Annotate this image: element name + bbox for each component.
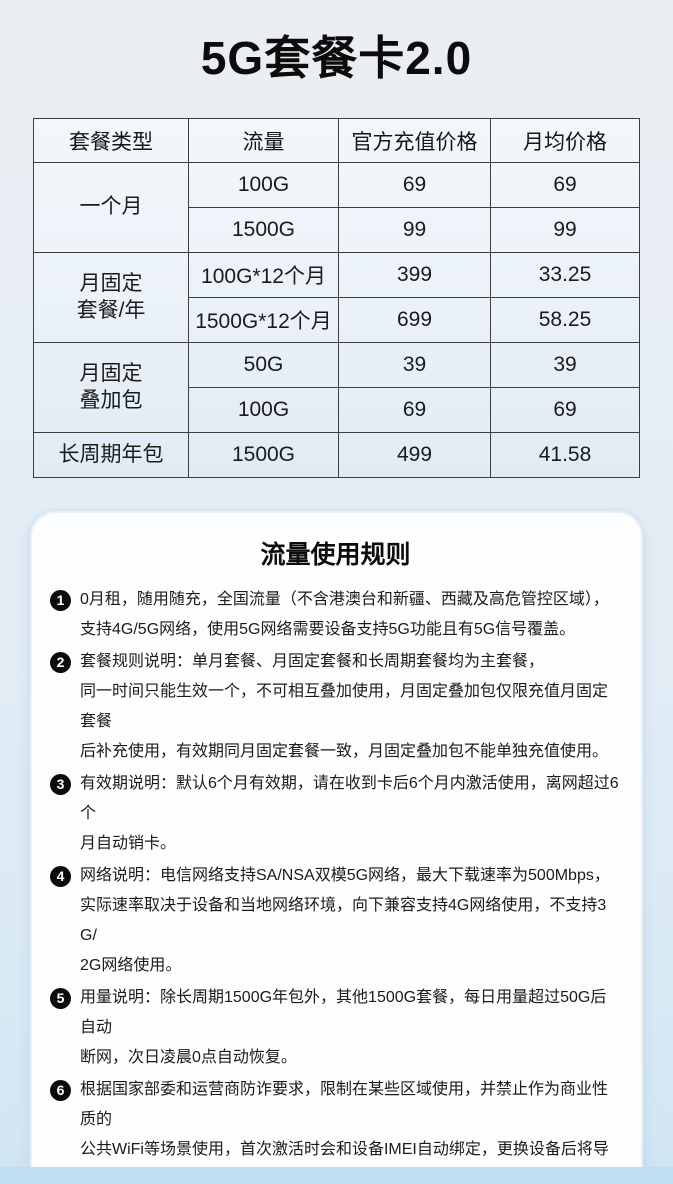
- rule-item: 6 根据国家部委和运营商防诈要求，限制在某些区域使用，并禁止作为商业性质的 公共…: [50, 1075, 621, 1184]
- official-price-cell: 499: [338, 432, 491, 478]
- rule-number-badge: 4: [50, 866, 71, 887]
- page-title: 5G套餐卡2.0: [200, 32, 473, 84]
- plan-type-line: 月固定: [79, 362, 143, 386]
- avg-price-cell: 39: [490, 342, 640, 388]
- data-amount-cell: 100G*12个月: [188, 252, 339, 298]
- data-amount-cell: 100G: [188, 162, 339, 208]
- rule-number-badge: 6: [50, 1080, 71, 1101]
- official-price-cell: 39: [338, 342, 491, 388]
- rule-item: 4 网络说明：电信网络支持SA/NSA双模5G网络，最大下载速率为500Mbps…: [50, 861, 621, 981]
- col-header-data: 流量: [188, 118, 339, 163]
- avg-price-cell: 58.25: [490, 297, 640, 343]
- data-amount-cell: 1500G: [188, 207, 339, 253]
- rule-text: 0月租，随用随充，全国流量（不含港澳台和新疆、西藏及高危管控区域）， 支持4G/…: [80, 591, 609, 638]
- avg-price-cell: 41.58: [490, 432, 640, 478]
- rule-number-badge: 5: [50, 988, 71, 1009]
- rule-number-badge: 3: [50, 774, 71, 795]
- plan-type-line: 一个月: [79, 195, 143, 219]
- data-amount-cell: 50G: [188, 342, 339, 388]
- table-row: 一个月 100G 69 69: [33, 162, 640, 253]
- official-price-cell: 399: [338, 252, 491, 298]
- col-header-plan-type: 套餐类型: [33, 118, 189, 163]
- rule-text: 用量说明：除长周期1500G年包外，其他1500G套餐，每日用量超过50G后自动…: [80, 989, 607, 1066]
- rule-number-badge: 2: [50, 652, 71, 673]
- avg-price-cell: 69: [490, 387, 640, 433]
- rule-number-badge: 1: [50, 590, 71, 611]
- table-row: 100G 69 69: [34, 387, 640, 433]
- table-row: 月固定 套餐/年 100G*12个月 399 33.25: [33, 252, 640, 343]
- table-row: 1500G*12个月 699 58.25: [34, 297, 640, 343]
- rule-item: 1 0月租，随用随充，全国流量（不含港澳台和新疆、西藏及高危管控区域）， 支持4…: [50, 585, 621, 645]
- plan-type-cell: 一个月: [33, 162, 189, 253]
- plan-type-cell: 月固定 叠加包: [33, 342, 189, 433]
- col-header-official-price: 官方充值价格: [338, 118, 491, 163]
- price-table: 套餐类型 流量 官方充值价格 月均价格 一个月 100G 69 69 1500G…: [33, 118, 640, 478]
- rule-text: 网络说明：电信网络支持SA/NSA双模5G网络，最大下载速率为500Mbps， …: [80, 867, 610, 974]
- data-amount-cell: 100G: [188, 387, 339, 433]
- data-amount-cell: 1500G: [188, 432, 339, 478]
- rule-item: 2 套餐规则说明：单月套餐、月固定套餐和长周期套餐均为主套餐， 同一时间只能生效…: [50, 647, 621, 767]
- official-price-cell: 69: [338, 162, 491, 208]
- official-price-cell: 699: [338, 297, 491, 343]
- table-row: 1500G 99 99: [34, 207, 640, 253]
- rule-item: 5 用量说明：除长周期1500G年包外，其他1500G套餐，每日用量超过50G后…: [50, 983, 621, 1073]
- col-header-avg-price: 月均价格: [490, 118, 640, 163]
- plan-type-line: 月固定: [79, 272, 143, 296]
- rule-text: 套餐规则说明：单月套餐、月固定套餐和长周期套餐均为主套餐， 同一时间只能生效一个…: [80, 653, 609, 760]
- rule-item: 3 有效期说明：默认6个月有效期，请在收到卡后6个月内激活使用，离网超过6个 月…: [50, 769, 621, 859]
- table-row: 长周期年包 1500G 499 41.58: [33, 432, 640, 478]
- avg-price-cell: 69: [490, 162, 640, 208]
- plan-type-cell: 月固定 套餐/年: [33, 252, 189, 343]
- plan-type-line: 叠加包: [79, 388, 143, 412]
- table-row: 月固定 叠加包 50G 39 39: [33, 342, 640, 433]
- plan-type-line: 套餐/年: [76, 298, 146, 322]
- plan-type-line: 长周期年包: [58, 442, 164, 466]
- usage-rules-card: 流量使用规则 1 0月租，随用随充，全国流量（不含港澳台和新疆、西藏及高危管控区…: [30, 511, 643, 1184]
- bottom-strip: [0, 1167, 673, 1184]
- rules-title: 流量使用规则: [260, 541, 411, 569]
- avg-price-cell: 99: [490, 207, 640, 253]
- avg-price-cell: 33.25: [490, 252, 640, 298]
- plan-type-cell: 长周期年包: [33, 432, 189, 478]
- rule-text: 根据国家部委和运营商防诈要求，限制在某些区域使用，并禁止作为商业性质的 公共Wi…: [80, 1081, 609, 1184]
- official-price-cell: 99: [338, 207, 491, 253]
- rule-text: 有效期说明：默认6个月有效期，请在收到卡后6个月内激活使用，离网超过6个 月自动…: [80, 775, 619, 852]
- data-amount-cell: 1500G*12个月: [188, 297, 339, 343]
- official-price-cell: 69: [338, 387, 491, 433]
- table-header-row: 套餐类型 流量 官方充值价格 月均价格: [33, 118, 640, 163]
